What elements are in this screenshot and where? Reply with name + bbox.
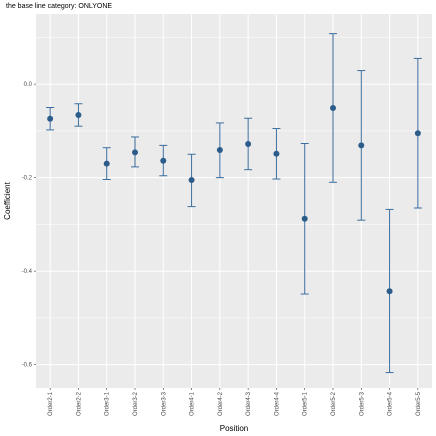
- y-tick-label: -0.4: [22, 269, 33, 275]
- plot-panel: [36, 14, 432, 388]
- data-point: [414, 130, 421, 137]
- data-point: [330, 104, 336, 111]
- x-tick-label: Order3-2: [133, 391, 139, 416]
- minor-gridlines: [36, 37, 432, 319]
- x-tick-label: Order2-2: [76, 391, 82, 416]
- y-tick-label: -0.6: [22, 363, 33, 369]
- x-tick-label: Order5-5: [416, 391, 422, 416]
- data-point: [216, 147, 223, 154]
- data-point: [75, 111, 82, 118]
- data-point: [301, 215, 308, 222]
- x-tick-label: Order4-2: [218, 391, 224, 416]
- x-tick-label: Order5-3: [359, 391, 365, 416]
- data-point: [245, 140, 252, 147]
- x-tick-label: Order4-4: [274, 391, 280, 416]
- x-tick-label: Order5-1: [303, 391, 309, 416]
- x-tick-label: Order3-3: [161, 391, 167, 416]
- x-axis-title: Position: [220, 424, 248, 433]
- points: [47, 104, 421, 295]
- chart-subtitle: the base line category: ONLYONE: [6, 3, 112, 10]
- data-point: [103, 160, 110, 167]
- y-tick-label: 0.0: [24, 82, 33, 88]
- x-tick-label: Order4-3: [246, 391, 252, 416]
- y-axis-title: Coefficient: [3, 181, 12, 219]
- data-point: [386, 288, 393, 295]
- x-tick-label: Order5-2: [331, 391, 337, 416]
- data-point: [358, 142, 365, 149]
- y-axis-ticks: 0.0 -0.2 -0.4 -0.6: [22, 82, 36, 369]
- y-tick-label: -0.2: [22, 176, 33, 182]
- data-point: [132, 149, 138, 156]
- x-tick-label: Order4-1: [190, 391, 196, 416]
- x-tick-label: Order5-4: [388, 391, 394, 416]
- x-tick-label: Order2-1: [48, 391, 54, 416]
- data-point: [188, 176, 195, 183]
- data-point: [273, 150, 280, 157]
- x-axis-ticks: Order2-1 Order2-2 Order3-1 Order3-2 Order3-3…: [48, 388, 422, 416]
- data-point: [160, 157, 167, 164]
- data-point: [47, 115, 54, 122]
- x-tick-label: Order3-1: [105, 391, 111, 416]
